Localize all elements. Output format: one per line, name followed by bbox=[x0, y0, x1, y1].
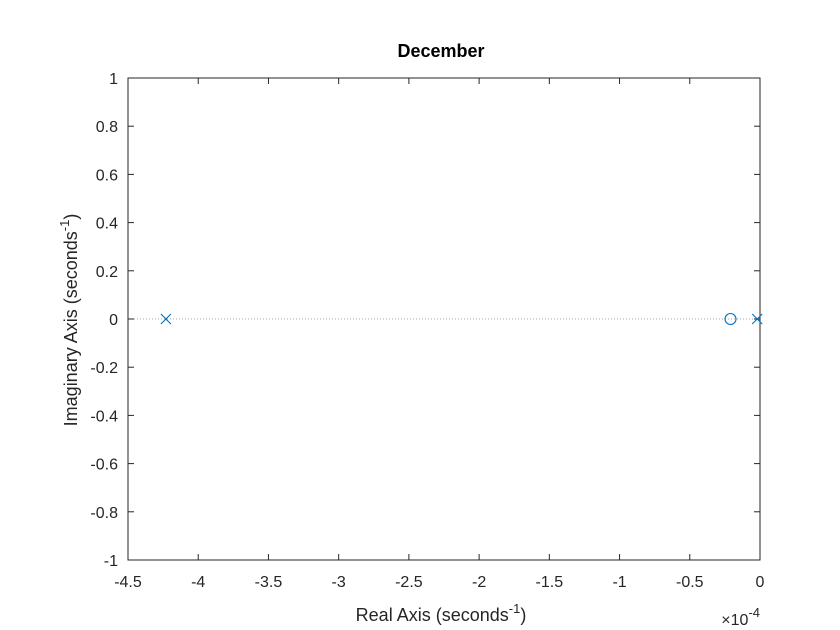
chart-title: December bbox=[397, 41, 484, 61]
y-tick-label: -0.2 bbox=[90, 360, 118, 377]
y-tick-label: -1 bbox=[104, 553, 118, 570]
x-tick-label: -4.5 bbox=[114, 574, 142, 591]
y-tick-label: 0.2 bbox=[96, 264, 118, 281]
x-tick-label: -0.5 bbox=[676, 574, 704, 591]
y-tick-label: -0.8 bbox=[90, 505, 118, 522]
x-tick-label: -4 bbox=[191, 574, 205, 591]
pole-zero-markers bbox=[160, 312, 763, 326]
y-tick-label: 0 bbox=[109, 312, 118, 329]
pole-marker bbox=[751, 313, 763, 325]
zero-marker bbox=[724, 312, 737, 326]
x-tick-label: -2 bbox=[472, 574, 486, 591]
y-tick-label: 0.8 bbox=[96, 119, 118, 136]
x-axis-label: Real Axis (seconds-1) bbox=[356, 601, 527, 625]
x-tick-label: -2.5 bbox=[395, 574, 423, 591]
x-axis-label-exponent: -1 bbox=[509, 601, 521, 616]
x-tick-label: -3.5 bbox=[255, 574, 283, 591]
y-tick-label: 0.6 bbox=[96, 167, 118, 184]
y-axis-label: Imaginary Axis (seconds-1) bbox=[57, 214, 81, 427]
x-axis-multiplier-exponent: -4 bbox=[748, 605, 760, 620]
y-tick-label: 0.4 bbox=[96, 216, 118, 233]
x-axis-multiplier: ×10-4 bbox=[721, 605, 760, 629]
x-tick-label: 0 bbox=[756, 574, 765, 591]
pole-marker bbox=[160, 313, 172, 325]
x-tick-label: -1.5 bbox=[536, 574, 564, 591]
y-tick-label: 1 bbox=[109, 71, 118, 88]
y-tick-label: -0.6 bbox=[90, 457, 118, 474]
y-axis-label-exponent: -1 bbox=[57, 220, 72, 232]
y-axis-ticks: -1 -0.8 -0.6 -0.4 -0.2 0 0.2 0.4 0.6 0.8 1 bbox=[90, 71, 760, 570]
y-tick-label: -0.4 bbox=[90, 408, 118, 425]
x-tick-label: -3 bbox=[332, 574, 346, 591]
x-axis-ticks: -4.5 -4 -3.5 -3 -2.5 -2 -1.5 -1 -0.5 0 bbox=[114, 78, 765, 591]
x-tick-label: -1 bbox=[612, 574, 626, 591]
